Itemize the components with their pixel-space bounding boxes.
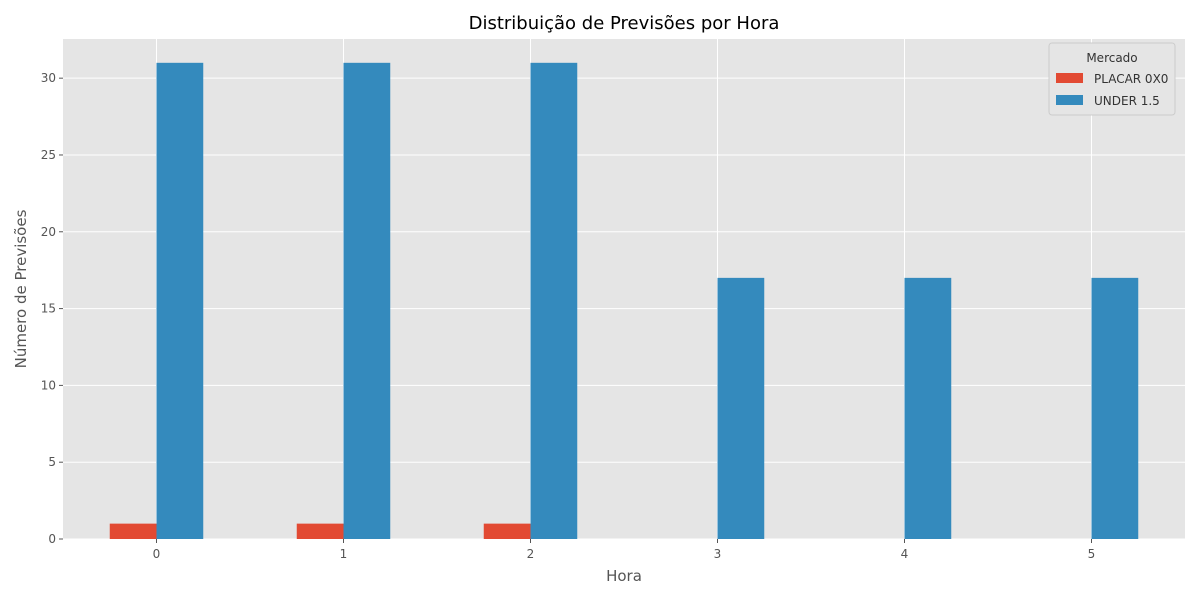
chart-title: Distribuição de Previsões por Hora	[469, 13, 780, 34]
y-tick-label: 30	[41, 71, 56, 85]
y-tick-label: 10	[41, 378, 56, 392]
bar-under-1-5	[343, 62, 391, 540]
legend-title: Mercado	[1086, 51, 1137, 65]
plot-area	[63, 39, 1185, 539]
legend-swatch	[1056, 95, 1083, 105]
legend-swatch	[1056, 73, 1083, 83]
legend-label: PLACAR 0X0	[1094, 72, 1168, 86]
y-tick-label: 15	[41, 302, 56, 316]
bar-under-1-5	[530, 62, 578, 540]
y-tick-label: 0	[48, 532, 56, 546]
axis-ticks: 0 5 10 15 20 25 30 0 1 2 3 4 5	[41, 71, 1096, 561]
bar-placar-0x0	[109, 523, 157, 539]
y-tick-label: 5	[48, 455, 56, 469]
x-tick-label: 0	[153, 547, 161, 561]
bar-placar-0x0	[483, 523, 531, 539]
bar-under-1-5	[717, 277, 765, 539]
legend: Mercado PLACAR 0X0 UNDER 1.5	[1048, 42, 1176, 116]
y-tick-label: 25	[41, 148, 56, 162]
bar-placar-0x0	[296, 523, 344, 539]
legend-label: UNDER 1.5	[1094, 94, 1160, 108]
x-tick-label: 4	[901, 547, 909, 561]
y-axis-label: Número de Previsões	[12, 209, 30, 368]
x-tick-label: 5	[1088, 547, 1096, 561]
bar-under-1-5	[904, 277, 952, 539]
y-tick-label: 20	[41, 225, 56, 239]
x-tick-label: 2	[527, 547, 535, 561]
x-axis-label: Hora	[606, 567, 642, 585]
x-tick-label: 3	[714, 547, 722, 561]
x-tick-label: 1	[340, 547, 348, 561]
bar-under-1-5	[1091, 277, 1139, 539]
bars	[109, 62, 1139, 540]
bar-under-1-5	[156, 62, 204, 540]
